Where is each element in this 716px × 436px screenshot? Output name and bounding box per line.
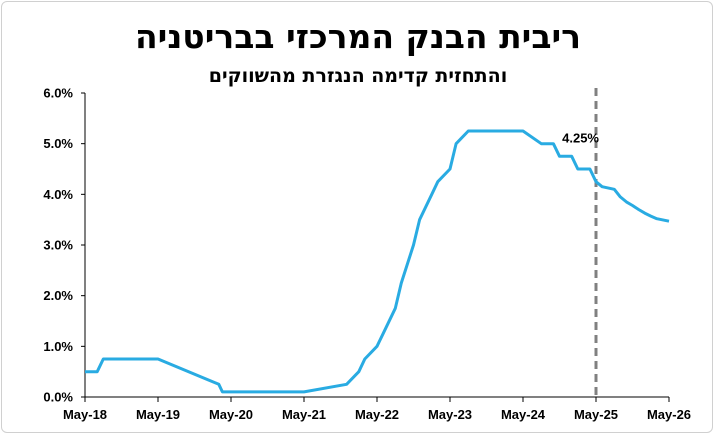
chart-title: ריבית הבנק המרכזי בבריטניה <box>134 17 582 56</box>
x-tick-label: May-25 <box>574 407 618 422</box>
y-tick-label: 3.0% <box>43 238 73 253</box>
y-tick-label: 2.0% <box>43 288 73 303</box>
y-tick-label: 6.0% <box>43 86 73 101</box>
series-group <box>85 129 670 394</box>
y-tick-label: 4.0% <box>43 187 73 202</box>
x-tick-label: May-24 <box>501 407 546 422</box>
x-tick-label: May-23 <box>428 407 472 422</box>
x-tick-label: May-18 <box>63 407 107 422</box>
y-tick-label: 1.0% <box>43 339 73 354</box>
x-axis-ticks: May-18 May-19 May-20 May-21 May-22 May-23 May-… <box>63 397 691 422</box>
x-tick-label: May-22 <box>355 407 399 422</box>
y-tick-label: 0.0% <box>43 390 73 405</box>
x-tick-label: May-21 <box>282 407 326 422</box>
y-tick-label: 5.0% <box>43 136 73 151</box>
y-axis-ticks: 0.0% 1.0% 2.0% 3.0% 4.0% 5.0% 6.0% <box>43 86 85 405</box>
x-tick-label: May-26 <box>647 407 691 422</box>
x-tick-label: May-19 <box>136 407 180 422</box>
annotations: 4.25% <box>562 131 599 146</box>
chart-subtitle: והתחזית קדימה הנגזרת מהשווקים <box>208 65 508 87</box>
x-tick-label: May-20 <box>209 407 253 422</box>
series-line <box>85 129 670 394</box>
data-label: 4.25% <box>562 131 599 146</box>
